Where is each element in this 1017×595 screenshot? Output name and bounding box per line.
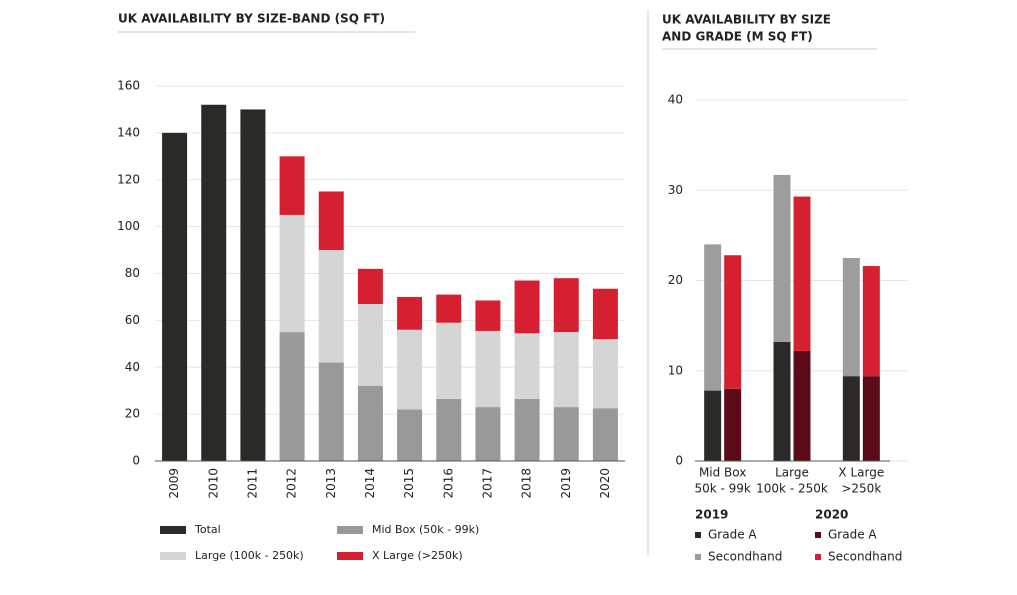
x-tick-label: X Large — [838, 466, 884, 480]
bar-segment — [201, 104, 227, 461]
bar-segment — [279, 214, 305, 333]
legend-label: Grade A — [828, 528, 877, 542]
chart-title: AND GRADE (M SQ FT) — [662, 30, 813, 44]
legend-label: Grade A — [708, 528, 757, 542]
y-tick-label: 40 — [668, 93, 683, 107]
x-tick-label: 2011 — [245, 468, 259, 499]
bar-segment — [842, 257, 860, 377]
y-tick-label: 30 — [668, 183, 683, 197]
legend-swatch — [337, 526, 363, 534]
bar-segment — [553, 278, 579, 333]
bar-segment — [592, 408, 618, 461]
bar-segment — [318, 250, 344, 363]
x-tick-label: Large — [775, 466, 809, 480]
legend-label: Total — [194, 523, 221, 536]
bar-segment — [162, 132, 188, 461]
bar-segment — [318, 191, 344, 251]
y-tick-label: 40 — [125, 360, 140, 374]
legend-swatch — [815, 532, 821, 538]
y-tick-label: 160 — [117, 79, 140, 93]
legend-label: Secondhand — [828, 550, 902, 564]
x-tick-label: 2013 — [324, 468, 338, 499]
y-tick-label: 10 — [668, 363, 683, 377]
bar-segment — [475, 407, 501, 461]
legend-swatch — [160, 552, 186, 560]
bar-segment — [357, 386, 383, 461]
bar-segment — [475, 330, 501, 408]
legend-swatch — [695, 554, 701, 560]
legend-swatch — [815, 554, 821, 560]
bar-segment — [793, 196, 811, 351]
legend-swatch — [160, 526, 186, 534]
bar-segment — [724, 388, 742, 461]
x-tick-label: 100k - 250k — [756, 482, 828, 496]
bar-segment — [592, 288, 618, 340]
x-tick-label: 2016 — [441, 468, 455, 499]
y-tick-label: 60 — [125, 313, 140, 327]
bar-segment — [592, 339, 618, 409]
bar-segment — [436, 294, 462, 323]
bar-segment — [704, 390, 722, 461]
bar-segment — [553, 407, 579, 461]
x-tick-label: 2018 — [520, 468, 534, 499]
bar-segment — [436, 398, 462, 461]
legend-label: Mid Box (50k - 99k) — [372, 523, 479, 536]
bar-segment — [724, 255, 742, 389]
bar-segment — [397, 329, 423, 410]
x-tick-label: 2017 — [480, 468, 494, 499]
y-tick-label: 20 — [668, 273, 683, 287]
y-tick-label: 100 — [117, 219, 140, 233]
legend-group-title: 2019 — [695, 508, 728, 522]
y-tick-label: 120 — [117, 172, 140, 186]
legend-group-title: 2020 — [815, 508, 848, 522]
x-tick-label: 2009 — [167, 468, 181, 499]
bar-segment — [862, 266, 880, 377]
chart-title: UK AVAILABILITY BY SIZE-BAND (SQ FT) — [118, 12, 385, 26]
bar-segment — [793, 350, 811, 461]
legend-label: Secondhand — [708, 550, 782, 564]
bar-segment — [318, 362, 344, 461]
bar-segment — [397, 409, 423, 461]
x-tick-label: >250k — [841, 482, 881, 496]
legend-swatch — [695, 532, 701, 538]
bar-segment — [773, 174, 791, 342]
bar-segment — [436, 322, 462, 399]
legend-swatch — [337, 552, 363, 560]
y-tick-label: 20 — [125, 407, 140, 421]
bar-segment — [397, 296, 423, 330]
bar-segment — [773, 341, 791, 461]
x-tick-label: 2019 — [559, 468, 573, 499]
legend-label: X Large (>250k) — [372, 549, 463, 562]
x-tick-label: 2015 — [402, 468, 416, 499]
bar-segment — [514, 280, 540, 334]
bar-segment — [862, 376, 880, 461]
x-tick-label: 2010 — [206, 468, 220, 499]
x-tick-label: 2012 — [285, 468, 299, 499]
x-tick-label: 2020 — [598, 468, 612, 499]
bar-segment — [357, 268, 383, 304]
y-tick-label: 140 — [117, 125, 140, 139]
x-tick-label: 2014 — [363, 468, 377, 499]
bar-segment — [475, 300, 501, 331]
y-tick-label: 0 — [675, 454, 683, 468]
bar-segment — [357, 303, 383, 386]
bar-segment — [553, 332, 579, 408]
bar-segment — [279, 156, 305, 215]
bar-segment — [842, 376, 860, 461]
x-tick-label: 50k - 99k — [694, 482, 750, 496]
bar-segment — [514, 333, 540, 399]
bar-segment — [240, 109, 266, 461]
bar-segment — [704, 244, 722, 391]
bar-segment — [514, 398, 540, 461]
y-tick-label: 0 — [132, 454, 140, 468]
y-tick-label: 80 — [125, 266, 140, 280]
legend-label: Large (100k - 250k) — [195, 549, 304, 562]
chart-title: UK AVAILABILITY BY SIZE — [662, 13, 831, 27]
x-tick-label: Mid Box — [699, 466, 746, 480]
bar-segment — [279, 332, 305, 461]
